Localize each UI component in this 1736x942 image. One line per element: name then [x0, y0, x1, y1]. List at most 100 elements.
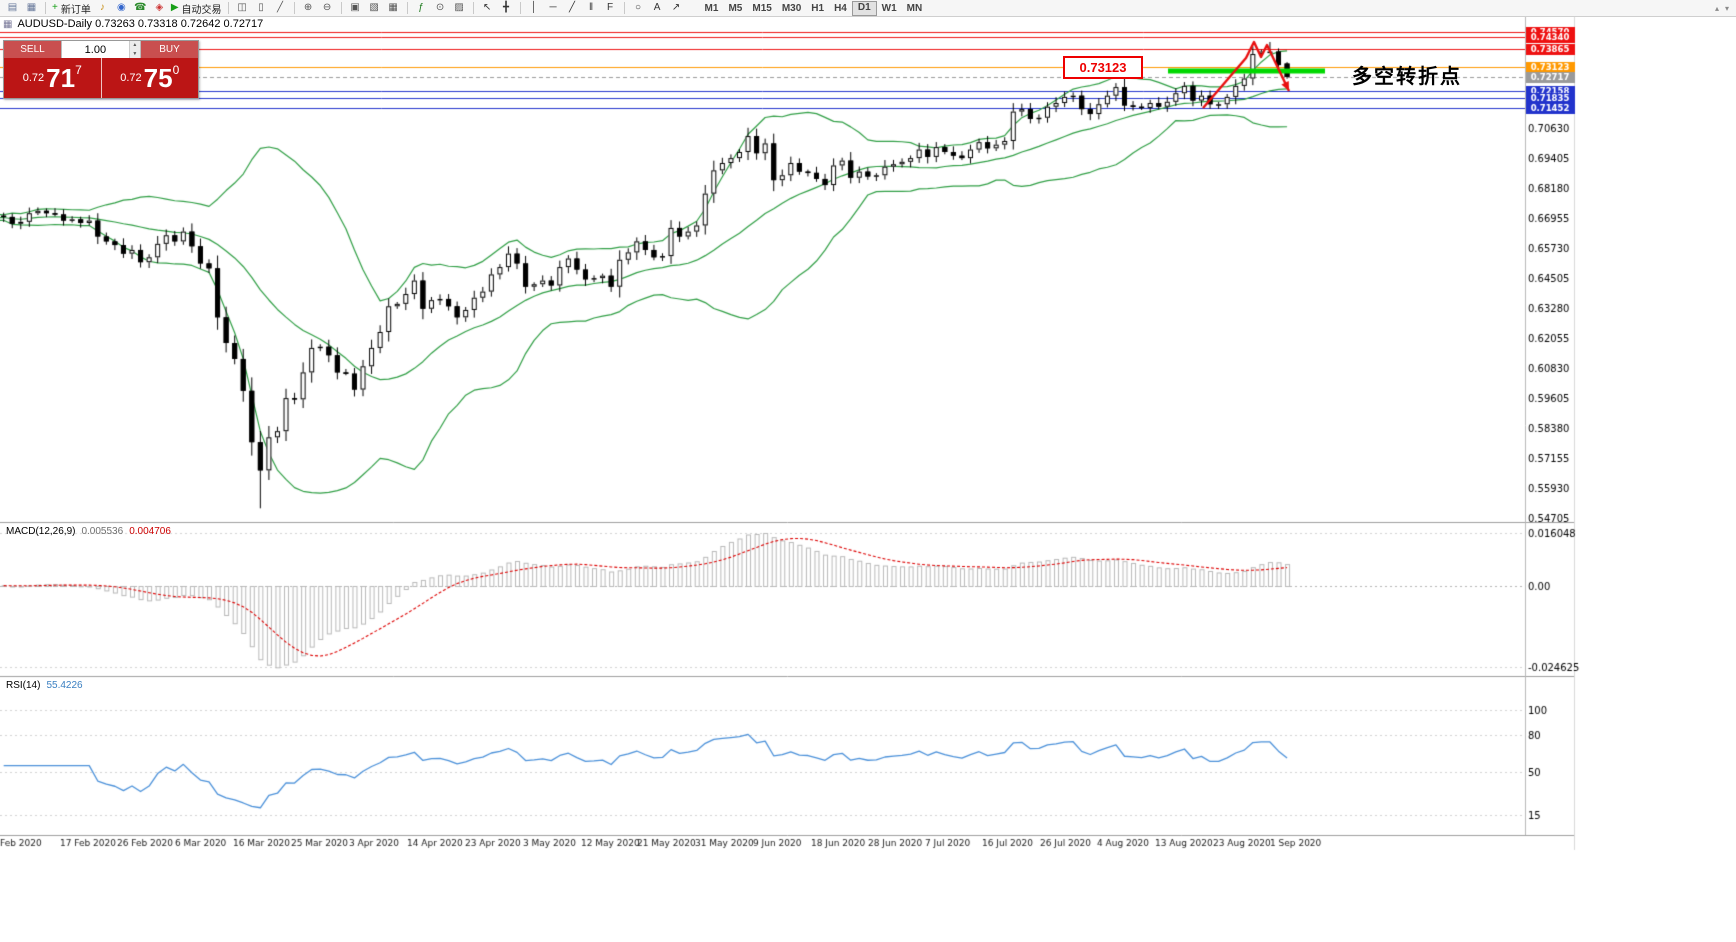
toolbar-separator	[472, 2, 474, 14]
new-order-button[interactable]: + 新订单	[50, 1, 93, 16]
autotrading-button-glyph: ▶	[170, 2, 179, 13]
cascade-windows-icon[interactable]: ▧	[365, 1, 384, 15]
toolbar-separator	[45, 2, 46, 14]
channel-icon-glyph: ‖	[588, 2, 594, 13]
timeframe-m30-button[interactable]: M30	[781, 2, 802, 14]
candlestick-chart-icon[interactable]: ▯	[252, 1, 271, 15]
profiles-icon[interactable]: ▦	[22, 1, 41, 15]
toolbar-separator	[406, 2, 408, 14]
buy-button[interactable]: BUY	[141, 41, 198, 58]
buy-price-pipette: 0	[172, 63, 180, 77]
community-icon[interactable]: ◈	[150, 1, 169, 15]
watch-icon-glyph: ◉	[116, 2, 126, 13]
autotrading-button[interactable]: ▶ 自动交易	[169, 1, 224, 16]
one-click-trading-panel: SELL ▲ ▼ BUY 0.72 71 7 0.72 75 0	[3, 40, 199, 99]
price-chart-canvas[interactable]	[0, 0, 1736, 860]
shapes-icon-glyph: ○	[635, 2, 642, 13]
rsi-label-name: RSI(14)	[6, 680, 41, 691]
community-icon-glyph: ◈	[155, 2, 164, 13]
toolbar-separator	[340, 2, 342, 14]
trendline-icon[interactable]: ╱	[563, 1, 582, 15]
phone-icon[interactable]: ☎	[131, 1, 150, 15]
timeframe-d1-button[interactable]: D1	[851, 0, 877, 16]
line-chart-icon-glyph: ╱	[277, 2, 284, 13]
volume-decrease-icon[interactable]: ▼	[129, 49, 140, 58]
sell-price-prefix: 0.72	[22, 72, 45, 84]
periods-icon[interactable]: ⊙	[431, 1, 450, 15]
cursor-icon[interactable]: ↖	[478, 1, 497, 15]
horizontal-line-icon-glyph: ─	[549, 2, 557, 13]
vertical-line-icon-glyph: │	[530, 2, 538, 13]
arrows-tool-icon-glyph: ↗	[671, 2, 681, 13]
timeframe-toolbar: M1 M5 M15 M30 H1 H4 D1 W1 MN	[700, 0, 928, 16]
watch-icon[interactable]: ◉	[112, 1, 131, 15]
chart-tab-icon: ▦	[3, 18, 13, 30]
text-label-icon[interactable]: A	[648, 1, 667, 15]
sell-price[interactable]: 0.72 71 7	[4, 58, 101, 98]
zoom-out-icon[interactable]: ⊖	[318, 1, 337, 15]
timeframe-h4-button[interactable]: H4	[834, 2, 847, 14]
trade-panel-prices: 0.72 71 7 0.72 75 0	[4, 58, 198, 98]
volume-input[interactable]	[62, 41, 129, 58]
sell-button[interactable]: SELL	[4, 41, 61, 58]
grid-icon-glyph: ▦	[388, 2, 398, 13]
timeframe-m15-button[interactable]: M15	[752, 2, 772, 14]
macd-value-main: 0.005536	[81, 526, 124, 537]
timeframe-h1-button[interactable]: H1	[811, 2, 825, 14]
trendline-icon-glyph: ╱	[569, 2, 576, 13]
toolbar-separator	[623, 2, 625, 14]
rsi-value: 55.4226	[46, 680, 83, 691]
crosshair-icon[interactable]: ╋	[497, 1, 516, 15]
sell-price-big-digits: 71	[46, 63, 76, 93]
sound-icon[interactable]: ♪	[93, 1, 112, 15]
tile-windows-icon[interactable]: ▣	[346, 1, 365, 15]
tile-windows-icon-glyph: ▣	[350, 2, 360, 13]
profiles-icon-glyph: ▦	[26, 2, 37, 13]
bar-chart-icon[interactable]: ◫	[233, 1, 252, 15]
price-callout[interactable]: 0.73123	[1063, 56, 1143, 79]
timeframe-m1-button[interactable]: M1	[704, 2, 719, 14]
toolbar-overflow-up-icon[interactable]: ▴	[1714, 3, 1719, 13]
toolbar-overflow: ▴ ▾	[1715, 4, 1733, 13]
autotrading-button-label: 自动交易	[181, 4, 222, 16]
chart-window-title: ▦ AUDUSD-Daily 0.73263 0.73318 0.72642 0…	[3, 18, 263, 30]
new-chart-icon[interactable]: ▤	[3, 1, 22, 15]
zoom-in-icon-glyph: ⊕	[303, 2, 313, 13]
fibonacci-icon[interactable]: F	[601, 1, 620, 15]
arrows-tool-icon[interactable]: ↗	[667, 1, 686, 15]
horizontal-line-icon[interactable]: ─	[544, 1, 563, 15]
timeframe-m5-button[interactable]: M5	[728, 2, 743, 14]
line-chart-icon[interactable]: ╱	[271, 1, 290, 15]
volume-increase-icon[interactable]: ▲	[129, 41, 140, 50]
new-order-button-glyph: +	[52, 2, 58, 13]
toolbar-separator	[227, 2, 229, 14]
new-order-button-label: 新订单	[60, 4, 91, 16]
toolbar-overflow-down-icon[interactable]: ▾	[1724, 3, 1729, 13]
trade-panel-header: SELL ▲ ▼ BUY	[4, 41, 198, 58]
toolbar-separator	[519, 2, 521, 14]
zoom-in-icon[interactable]: ⊕	[299, 1, 318, 15]
channel-icon[interactable]: ‖	[582, 1, 601, 15]
toolbar-separator	[293, 2, 295, 14]
rsi-indicator-label: RSI(14) 55.4226	[6, 680, 89, 691]
turning-point-note[interactable]: 多空转折点	[1352, 66, 1462, 88]
buy-price[interactable]: 0.72 75 0	[102, 58, 199, 98]
templates-icon[interactable]: ▨	[450, 1, 469, 15]
macd-label-name: MACD(12,26,9)	[6, 526, 76, 537]
timeframe-mn-button[interactable]: MN	[906, 2, 923, 14]
zoom-out-icon-glyph: ⊖	[322, 2, 332, 13]
timeframe-w1-button[interactable]: W1	[881, 2, 897, 14]
phone-icon-glyph: ☎	[134, 2, 147, 13]
chart-ohlc-text: AUDUSD-Daily 0.73263 0.73318 0.72642 0.7…	[17, 18, 264, 30]
volume-control: ▲ ▼	[61, 41, 141, 58]
indicators-icon[interactable]: ƒ	[412, 1, 431, 15]
trade-panel-divider	[100, 58, 102, 98]
new-chart-icon-glyph: ▤	[7, 2, 18, 13]
grid-icon[interactable]: ▦	[384, 1, 403, 15]
crosshair-icon-glyph: ╋	[503, 2, 510, 13]
fibonacci-icon-glyph: F	[606, 2, 614, 13]
shapes-icon[interactable]: ○	[629, 1, 648, 15]
macd-indicator-label: MACD(12,26,9) 0.005536 0.004706	[6, 526, 177, 537]
vertical-line-icon[interactable]: │	[525, 1, 544, 15]
